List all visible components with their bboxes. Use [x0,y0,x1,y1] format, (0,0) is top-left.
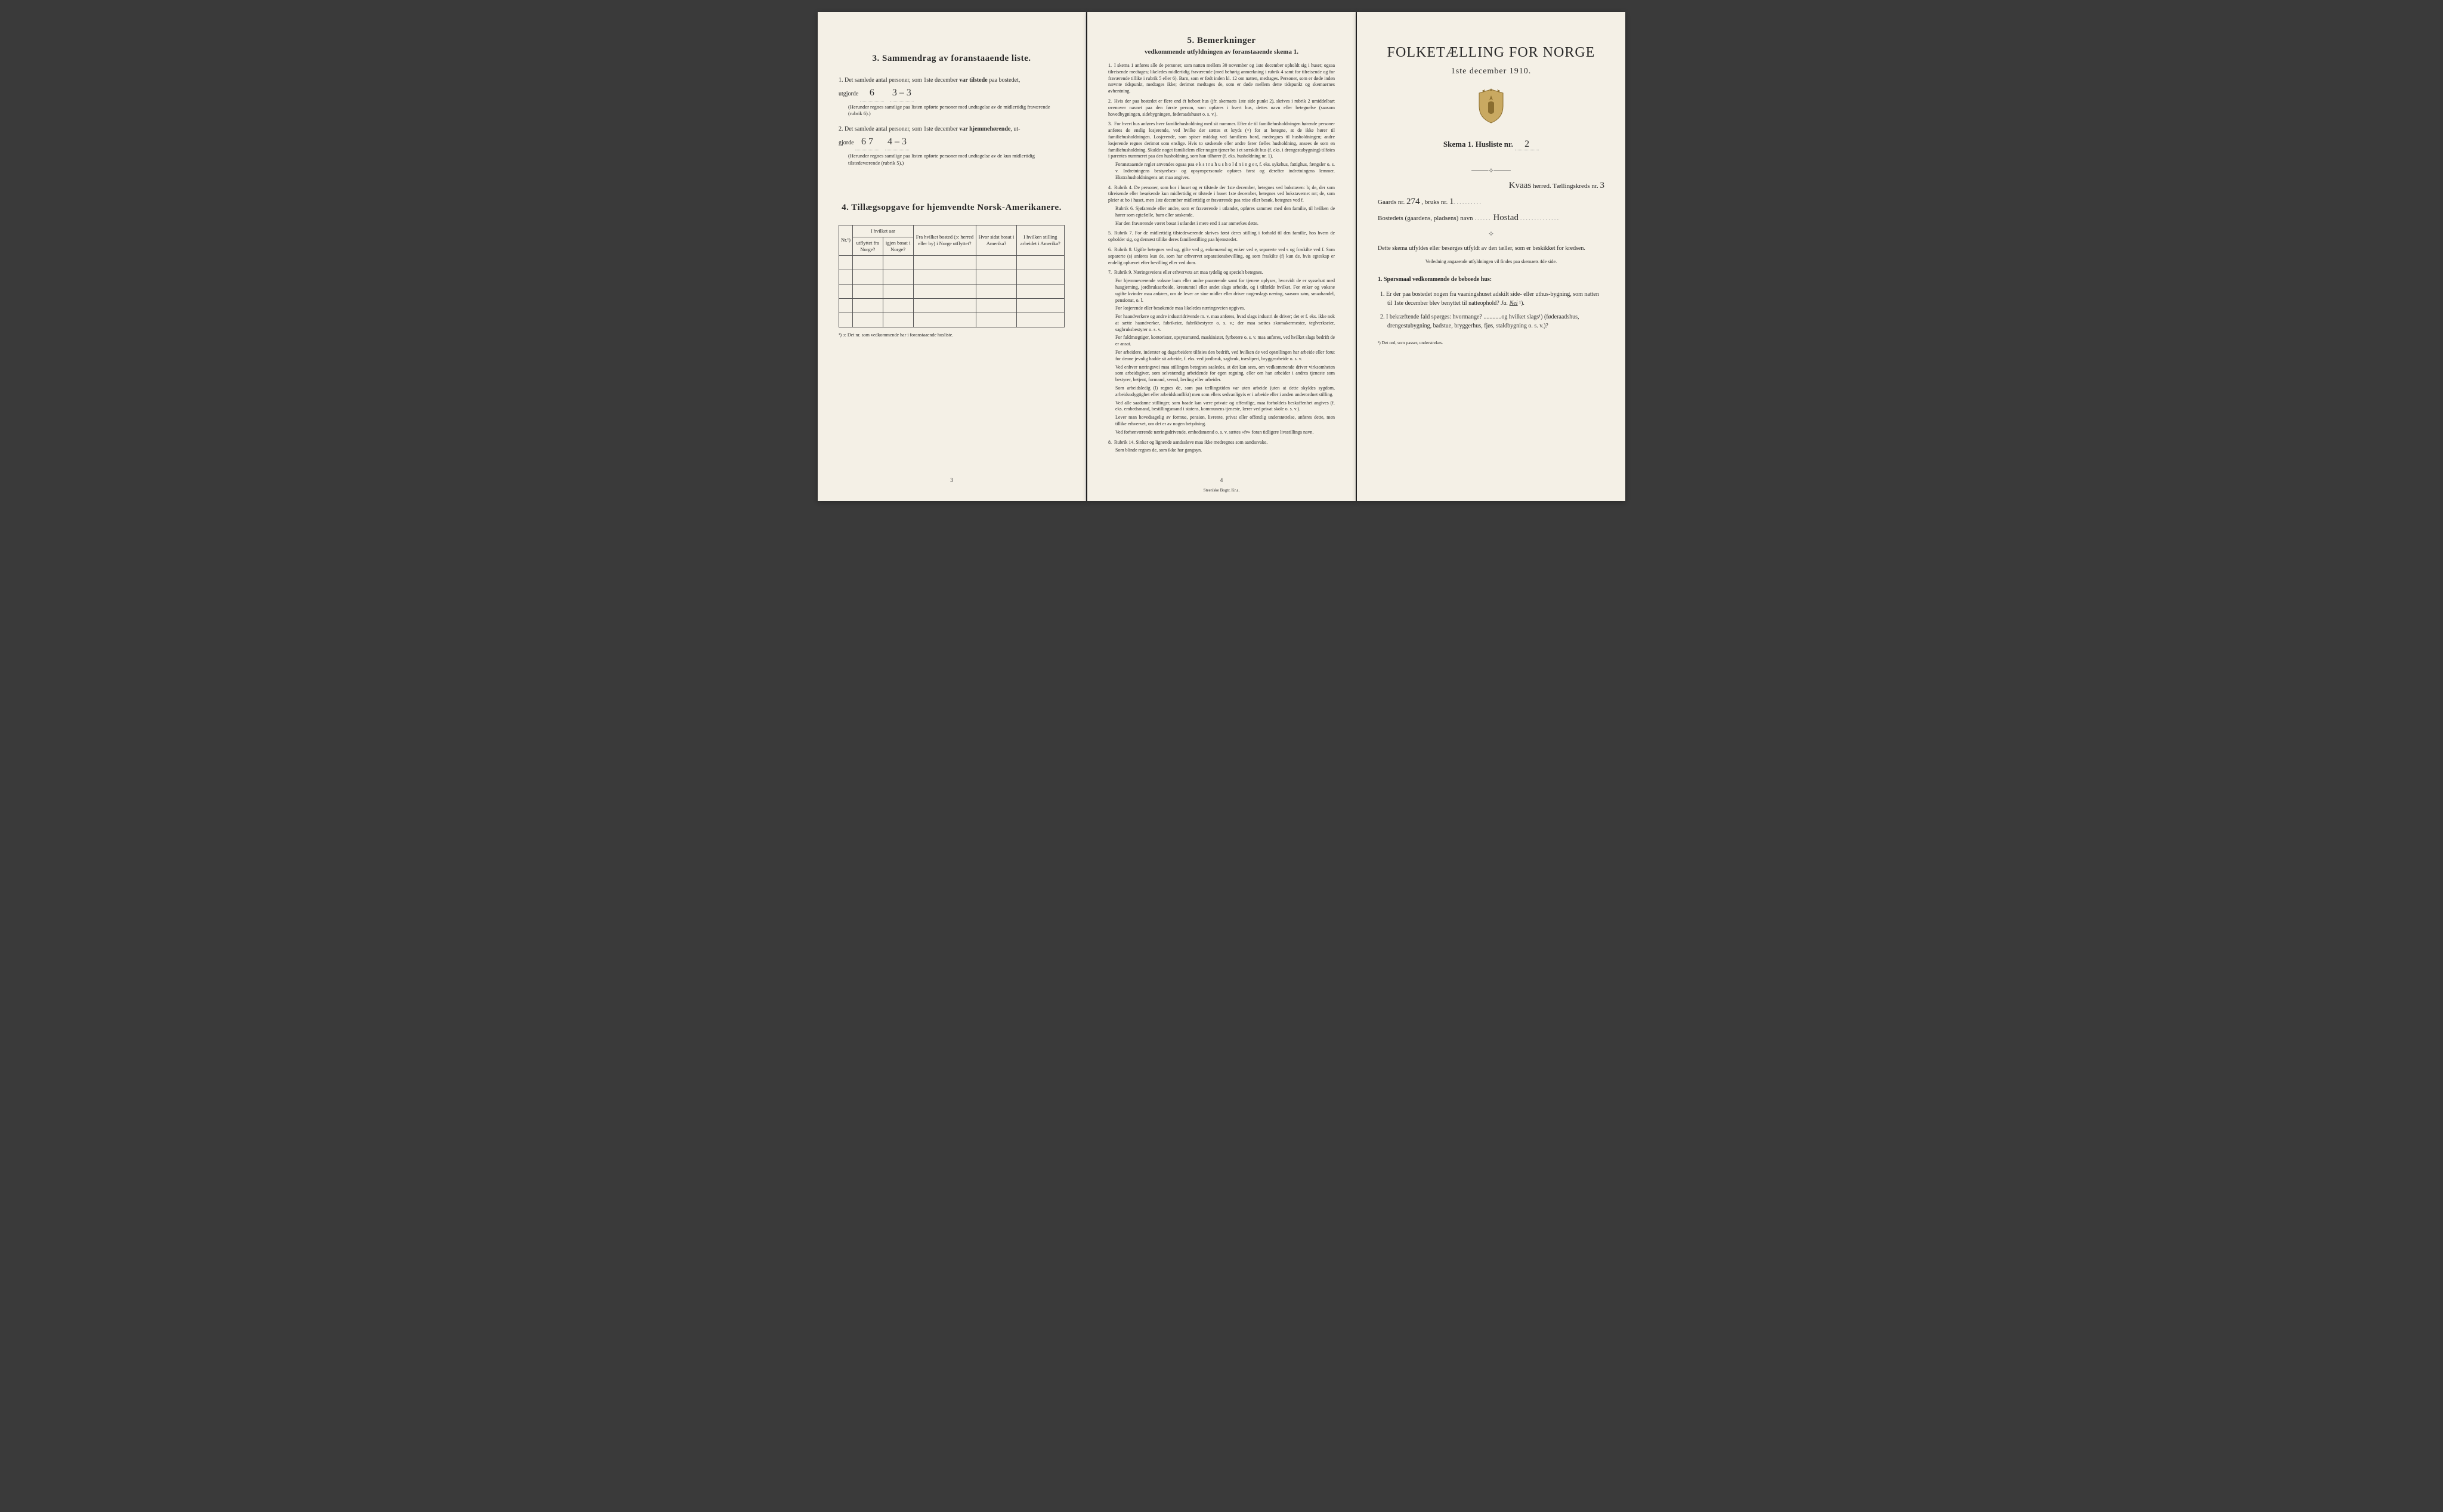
bosted-line: Bostedets (gaardens, pladsens) navn ....… [1378,213,1604,223]
remark-4-sub1: Rubrik 6. Sjøfarende eller andre, som er… [1115,206,1335,219]
herred-value: Kvaas [1509,181,1532,190]
document-main-title: FOLKETÆLLING FOR NORGE [1378,45,1604,61]
remark-7j: Ved forhenværende næringsdrivende, embed… [1115,429,1335,436]
remark-7c: For haandverkere og andre industridriven… [1115,314,1335,333]
summary-item-2: 2. Det samlede antal personer, som 1ste … [839,125,1065,166]
question-2: 2. I bekræftende fald spørges: hvormange… [1387,313,1604,330]
coat-of-arms [1378,88,1604,127]
census-date: 1ste december 1910. [1378,67,1604,76]
husliste-nr: 2 [1515,139,1539,150]
remark-7f: Ved enhver næringsvei maa stillingen bet… [1115,364,1335,384]
remark-2: 2.Hvis der paa bostedet er flere end ét … [1108,98,1335,118]
th-year-group: I hvilket aar [853,225,914,237]
th-nr: Nr.¹) [839,225,853,255]
th-igjen: igjen bosat i Norge? [883,237,913,255]
remark-7h: Ved alle saadanne stillinger, som baade … [1115,400,1335,413]
remark-6: 6.Rubrik 8. Ugifte betegnes ved ug, gift… [1108,247,1335,266]
item1-text-d: utgjorde [839,91,860,97]
q1-ja: Ja. [1501,300,1508,307]
table-row [839,313,1065,327]
gaards-nr: 274 [1406,197,1420,206]
remark-7e: For arbeidere, inderster og dagarbeidere… [1115,350,1335,363]
remark-5: 5.Rubrik 7. For de midlertidig tilstedev… [1108,230,1335,243]
item1-text-a: 1. Det samlede antal personer, som 1ste … [839,77,959,84]
item1-text-c: paa bostedet, [988,77,1021,84]
th-utflyttet: utflyttet fra Norge? [853,237,883,255]
gaards-line: Gaards nr. 274 , bruks nr. 1.......... [1378,197,1604,207]
kreds-value: 3 [1600,181,1605,190]
item2-text-a: 2. Det samlede antal personer, som 1ste … [839,126,959,132]
remark-1: 1.I skema 1 anføres alle de personer, so… [1108,63,1335,95]
herred-line: Kvaas herred. Tællingskreds nr. 3 [1378,181,1604,191]
table-row [839,298,1065,313]
th-stilling: I hvilken stilling arbeidet i Amerika? [1016,225,1064,255]
item2-text-d: gjorde [839,140,855,146]
item1-value-split: 3 – 3 [890,85,914,101]
th-sidst: Hvor sidst bosat i Amerika? [976,225,1016,255]
remark-8: 8.Rubrik 14. Sinker og lignende aandsslø… [1108,440,1335,454]
section-3-title: 3. Sammendrag av foranstaaende liste. [839,54,1065,64]
tillegg-table: Nr.¹) I hvilket aar Fra hvilket bosted (… [839,225,1065,327]
bosted-value: Hostad [1493,213,1519,222]
gaards-label: Gaards nr. [1378,199,1405,206]
page-number-left: 3 [818,477,1086,483]
document-spread: 3. Sammendrag av foranstaaende liste. 1.… [818,12,1625,501]
item2-text-c: , ut- [1010,126,1020,132]
item2-value-total: 6 7 [855,134,879,150]
page-left: 3. Sammendrag av foranstaaende liste. 1.… [818,12,1086,501]
bosted-label: Bostedets (gaardens, pladsens) navn [1378,215,1474,222]
remark-7d: For fuldmægtiger, kontorister, opsynsmæn… [1115,335,1335,348]
instruction-text: Dette skema utfyldes eller besørges utfy… [1378,244,1604,253]
remark-4-sub2: Har den fraværende været bosat i utlande… [1115,221,1335,227]
item2-value-split: 4 – 3 [885,134,909,150]
page-number-middle: 4 [1087,477,1356,483]
remark-7a: For hjemmeværende voksne barn eller andr… [1115,278,1335,304]
right-footnote: ¹) Det ord, som passer, understrekes. [1378,340,1604,345]
divider-ornament: ⸻⟡⸻ [1378,165,1604,175]
summary-item-1: 1. Det samlede antal personer, som 1ste … [839,76,1065,118]
page-right: FOLKETÆLLING FOR NORGE 1ste december 191… [1357,12,1625,501]
table-footnote: ¹) ɔ: Det nr. som vedkommende har i fora… [839,332,1065,338]
remark-3-sub: Foranstaaende regler anvendes ogsaa paa … [1115,162,1335,181]
bruks-label: , bruks nr. [1421,199,1449,206]
q1-sup: ¹). [1519,300,1524,307]
question-1: 1. Er der paa bostedet nogen fra vaaning… [1387,290,1604,308]
table-row [839,284,1065,298]
remark-7g: Som arbeidsledig (l) regnes de, som paa … [1115,385,1335,398]
remarks-list: 1.I skema 1 anføres alle de personer, so… [1108,63,1335,454]
section-4-title: 4. Tillægsopgave for hjemvendte Norsk-Am… [839,203,1065,213]
table-row [839,255,1065,270]
item2-text-b: var hjemmehørende [959,126,1010,132]
item1-value-total: 6 [860,85,884,101]
item1-note: (Herunder regnes samtlige paa listen opf… [848,104,1065,118]
q1-nei: Nei [1510,300,1518,307]
th-bosted: Fra hvilket bosted (ɔ: herred eller by) … [913,225,976,255]
skema-label: Skema 1. Husliste nr. [1443,140,1515,149]
crest-icon [1476,88,1506,124]
herred-label: herred. Tællingskreds nr. [1533,183,1600,190]
section-5-subtitle: vedkommende utfyldningen av foranstaaend… [1108,48,1335,55]
remark-7i: Lever man hovedsagelig av formue, pensio… [1115,415,1335,428]
remark-7b: For losjerende eller besøkende maa likel… [1115,305,1335,312]
question-header: 1. Spørsmaal vedkommende de beboede hus: [1378,275,1604,284]
item2-note: (Herunder regnes samtlige paa listen opf… [848,153,1065,167]
divider-ornament-2: ⟡ [1378,229,1604,238]
skema-line: Skema 1. Husliste nr. 2 [1378,139,1604,150]
remark-7: 7.Rubrik 9. Næringsveiens eller erhverve… [1108,270,1335,435]
instruction-small: Veiledning angaaende utfyldningen vil fi… [1378,259,1604,264]
page-middle: 5. Bemerkninger vedkommende utfyldningen… [1087,12,1356,501]
section-5-title: 5. Bemerkninger [1108,36,1335,46]
remark-8-sub: Som blinde regnes de, som ikke har gangs… [1115,447,1335,454]
item1-text-b: var tilstede [959,77,987,84]
remark-4: 4.Rubrik 4. De personer, som bor i huset… [1108,185,1335,227]
table-row [839,270,1065,284]
printer-credit: Steen'ske Bogtr. Kr.a. [1087,488,1356,493]
remark-3: 3.For hvert hus anføres hver familiehush… [1108,121,1335,181]
